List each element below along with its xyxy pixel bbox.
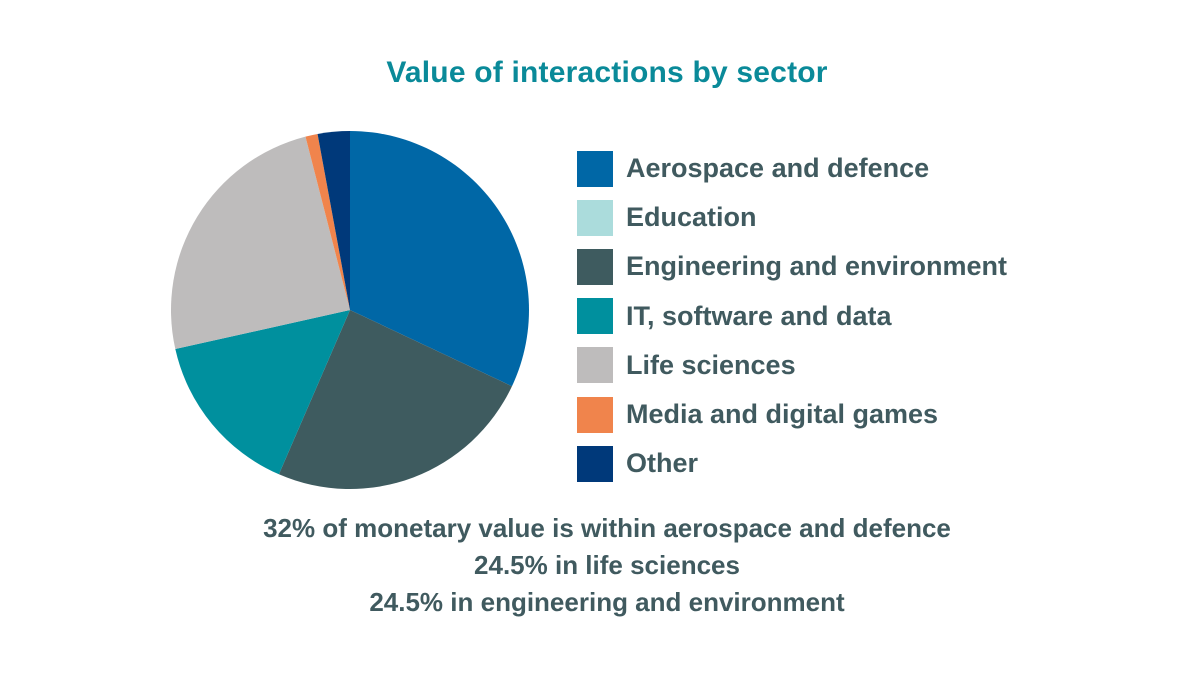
legend-label: Aerospace and defence	[626, 153, 930, 184]
chart-legend: Aerospace and defence Education Engineerin…	[577, 144, 1177, 488]
pie-chart	[170, 131, 529, 489]
legend-label: Engineering and environment	[626, 251, 1008, 282]
annotation-line-1: 32% of monetary value is within aerospac…	[263, 513, 951, 543]
legend-item-life-sciences: Life sciences	[577, 341, 1177, 390]
legend-label: IT, software and data	[626, 300, 892, 331]
legend-label: Life sciences	[626, 349, 796, 380]
legend-label: Education	[626, 202, 757, 233]
legend-swatch	[577, 347, 613, 384]
pie-slice-other	[317, 131, 350, 310]
legend-label: Other	[626, 448, 699, 479]
legend-swatch	[577, 298, 613, 335]
chart-annotations: 32% of monetary value is within aerospac…	[0, 510, 1200, 621]
chart-title: Value of interactions by sector	[386, 56, 828, 89]
pie-slice-media-and-digital-games	[305, 133, 350, 310]
annotation-line-2: 24.5% in life sciences	[474, 550, 740, 580]
legend-swatch	[577, 445, 613, 482]
legend-item-engineering-and-environment: Engineering and environment	[577, 242, 1177, 291]
pie-slice-life-sciences	[170, 136, 350, 350]
annotation-line-3: 24.5% in engineering and environment	[369, 587, 845, 617]
legend-swatch	[577, 150, 613, 187]
legend-item-education: Education	[577, 193, 1177, 242]
legend-swatch	[577, 248, 613, 285]
legend-label: Media and digital games	[626, 399, 939, 430]
legend-item-it-software-and-data: IT, software and data	[577, 292, 1177, 341]
legend-item-other: Other	[577, 439, 1177, 488]
legend-item-aerospace-and-defence: Aerospace and defence	[577, 144, 1177, 193]
pie-slice-it-software-and-data	[175, 310, 350, 475]
legend-item-media-and-digital-games: Media and digital games	[577, 390, 1177, 439]
pie-slice-aerospace-and-defence	[350, 131, 529, 387]
legend-swatch	[577, 199, 613, 236]
legend-swatch	[577, 396, 613, 433]
pie-slice-engineering-and-environment	[278, 310, 512, 489]
